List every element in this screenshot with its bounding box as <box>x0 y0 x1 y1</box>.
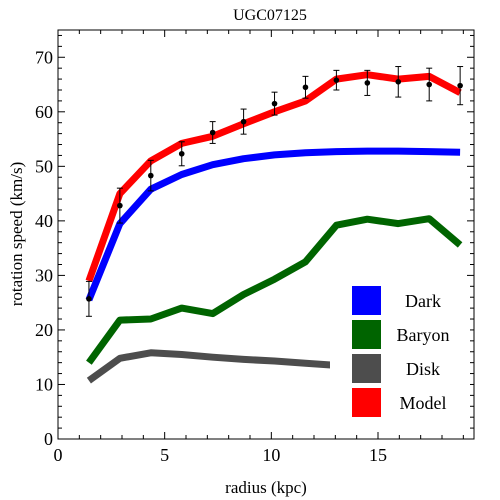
chart-title: UGC07125 <box>233 7 307 24</box>
y-tick-label: 20 <box>35 320 53 340</box>
legend-label: Model <box>400 393 447 413</box>
observed-point <box>240 108 247 135</box>
legend-label: Baryon <box>397 325 450 345</box>
legend-swatch <box>352 388 381 417</box>
observed-point <box>147 159 154 192</box>
x-tick-label: 15 <box>369 445 387 465</box>
data-point <box>178 150 185 157</box>
data-point <box>240 118 247 125</box>
data-point <box>302 84 309 91</box>
data-point <box>271 100 278 107</box>
x-tick-label: 10 <box>262 445 280 465</box>
legend-entry-dark: Dark <box>352 286 441 315</box>
x-tick-label: 5 <box>160 445 169 465</box>
plot-frame <box>57 29 475 440</box>
observed-point <box>457 66 464 106</box>
legend-swatch <box>352 286 381 315</box>
observed-point <box>271 91 278 116</box>
y-tick-label: 60 <box>35 102 53 122</box>
y-tick-label: 0 <box>44 429 53 449</box>
observed-point <box>209 121 216 144</box>
observed-point <box>116 187 123 224</box>
data-point <box>395 79 402 85</box>
data-point <box>426 81 433 88</box>
y-tick-label: 10 <box>35 374 53 394</box>
y-tick-label: 50 <box>35 156 53 176</box>
y-tick-label: 40 <box>35 211 53 231</box>
observed-point <box>302 75 309 99</box>
x-axis-title: radius (kpc) <box>225 478 307 497</box>
observed-point <box>364 69 371 96</box>
x-tick-label: 0 <box>54 445 63 465</box>
data-point <box>364 80 371 86</box>
data-point <box>86 296 92 302</box>
y-tick-label: 30 <box>35 265 53 285</box>
observed-point <box>395 66 402 98</box>
observed-point <box>85 280 92 317</box>
data-point <box>117 202 123 209</box>
legend-entry-baryon: Baryon <box>352 320 450 349</box>
legend-swatch <box>352 320 381 349</box>
legend-label: Disk <box>406 359 440 379</box>
data-point <box>457 82 463 89</box>
observed-point <box>178 141 185 167</box>
legend-swatch <box>352 354 381 383</box>
observed-point <box>426 67 433 102</box>
data-point <box>333 77 340 83</box>
legend-label: Dark <box>405 291 441 311</box>
legend: Dark Baryon Disk Model <box>330 283 470 423</box>
data-point <box>209 129 216 136</box>
legend-entry-disk: Disk <box>352 354 440 383</box>
legend-entry-model: Model <box>352 388 447 417</box>
y-axis-title: rotation speed (km/s) <box>7 162 26 306</box>
data-point <box>148 172 154 179</box>
series-line-baryon <box>86 215 463 365</box>
observed-point <box>333 69 340 91</box>
y-tick-label: 70 <box>35 47 53 67</box>
